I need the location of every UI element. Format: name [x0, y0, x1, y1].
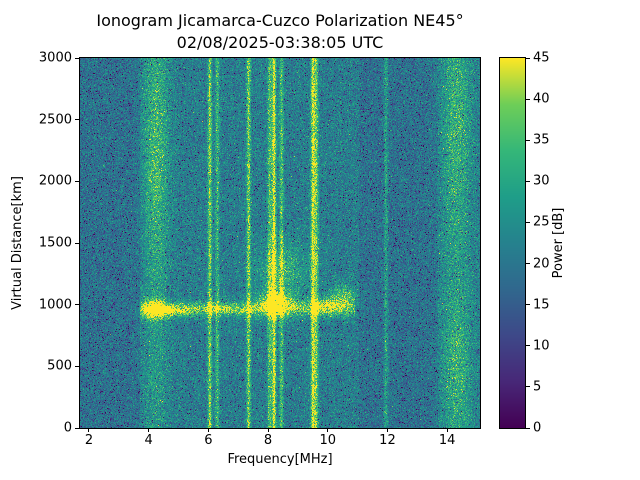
- colorbar-tick-label: 30: [533, 173, 550, 189]
- y-tick-label: 2000: [38, 173, 72, 189]
- x-tick-mark: [267, 428, 269, 432]
- x-tick-mark: [88, 428, 90, 432]
- y-tick-mark: [75, 427, 79, 429]
- x-tick-label: 6: [204, 433, 213, 448]
- x-tick-mark: [207, 428, 209, 432]
- x-tick-mark: [148, 428, 150, 432]
- colorbar-tick-label: 45: [533, 50, 550, 66]
- colorbar-tick-label: 5: [533, 379, 542, 395]
- colorbar-tick-label: 35: [533, 132, 550, 148]
- x-axis-label: Frequency[MHz]: [227, 452, 333, 467]
- colorbar-tick-label: 20: [533, 256, 550, 272]
- y-tick-mark: [75, 304, 79, 306]
- y-tick-mark: [75, 242, 79, 244]
- y-tick-label: 0: [63, 420, 72, 436]
- colorbar-tick-label: 25: [533, 214, 550, 230]
- y-axis-label: Virtual Distance[km]: [10, 176, 25, 310]
- x-tick-label: 12: [379, 433, 396, 448]
- colorbar-label: Power [dB]: [551, 207, 566, 279]
- x-tick-label: 2: [84, 433, 94, 448]
- chart-title: Ionogram Jicamarca-Cuzco Polarization NE…: [96, 11, 464, 30]
- colorbar-tick-label: 10: [533, 338, 550, 354]
- x-tick-mark: [386, 428, 388, 432]
- y-tick-label: 3000: [38, 50, 72, 66]
- chart-subtitle: 02/08/2025-03:38:05 UTC: [176, 32, 384, 52]
- colorbar-canvas: [499, 57, 526, 429]
- colorbar-tick-mark: [526, 304, 530, 306]
- colorbar-tick-mark: [526, 427, 530, 429]
- x-tick-label: 10: [319, 433, 337, 448]
- colorbar-tick-mark: [526, 345, 530, 347]
- colorbar-tick-mark: [526, 386, 530, 388]
- y-tick-mark: [75, 180, 79, 182]
- colorbar-tick-mark: [526, 98, 530, 100]
- colorbar-tick-mark: [526, 139, 530, 141]
- colorbar-tick-mark: [526, 57, 530, 59]
- colorbar-tick-label: 40: [533, 91, 550, 107]
- heatmap-canvas: [79, 57, 481, 429]
- y-tick-mark: [75, 119, 79, 121]
- x-tick-label: 14: [438, 433, 456, 448]
- colorbar-tick-label: 15: [533, 297, 550, 313]
- y-tick-label: 500: [47, 358, 72, 374]
- chart-title-block: Ionogram Jicamarca-Cuzco Polarization NE…: [96, 10, 463, 53]
- x-tick-label: 8: [263, 433, 273, 448]
- colorbar-tick-mark: [526, 263, 530, 265]
- x-tick-mark: [446, 428, 448, 432]
- colorbar-tick-label: 0: [533, 420, 542, 436]
- y-tick-mark: [75, 365, 79, 367]
- y-tick-mark: [75, 57, 79, 59]
- x-tick-label: 4: [144, 433, 153, 448]
- colorbar-tick-mark: [526, 221, 530, 223]
- x-tick-mark: [327, 428, 329, 432]
- y-tick-label: 2500: [38, 112, 72, 128]
- colorbar-tick-mark: [526, 180, 530, 182]
- y-tick-label: 1500: [38, 235, 72, 251]
- y-tick-label: 1000: [38, 297, 72, 313]
